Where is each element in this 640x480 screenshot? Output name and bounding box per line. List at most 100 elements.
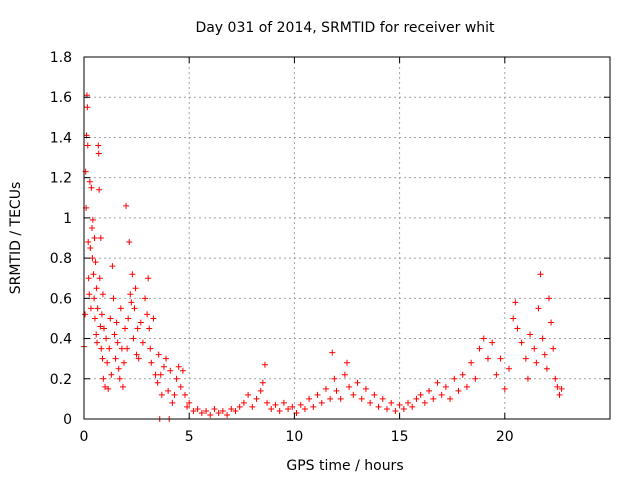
data-point <box>145 275 152 282</box>
data-point <box>207 411 214 418</box>
data-point <box>535 305 542 312</box>
data-point <box>506 365 513 372</box>
data-point <box>289 403 296 410</box>
data-point <box>472 375 479 382</box>
data-point <box>484 355 491 362</box>
data-point <box>84 104 91 111</box>
data-point <box>88 224 95 231</box>
data-point <box>203 407 210 414</box>
data-point <box>322 385 329 392</box>
data-point <box>184 403 191 410</box>
data-point <box>95 150 102 157</box>
data-point <box>165 387 172 394</box>
data-point <box>211 405 218 412</box>
data-point <box>115 365 122 372</box>
x-tick-label: 10 <box>285 429 303 445</box>
data-point <box>135 355 142 362</box>
data-point <box>88 184 95 191</box>
data-point <box>150 315 157 322</box>
data-point <box>375 403 382 410</box>
data-point <box>344 359 350 366</box>
data-point <box>98 311 105 318</box>
data-point <box>468 359 475 366</box>
data-point <box>362 385 369 392</box>
data-point <box>430 395 437 402</box>
data-point <box>194 405 201 412</box>
x-tick-label: 0 <box>80 429 89 445</box>
data-point <box>459 371 466 378</box>
data-point <box>86 178 93 185</box>
data-point <box>518 339 525 346</box>
y-tick-label: 0.6 <box>50 291 72 307</box>
data-point <box>264 399 271 406</box>
data-point <box>383 405 390 412</box>
data-point <box>144 311 151 318</box>
data-point <box>327 395 334 402</box>
data-point <box>409 403 416 410</box>
y-tick-label: 0.2 <box>50 372 72 388</box>
data-point <box>533 359 540 366</box>
data-point <box>268 405 275 412</box>
data-point <box>85 275 92 282</box>
axis-ticks: 0 0.2 0.4 0.6 0.8 1 1.2 1.4 1.6 1.8 0 5 10 15 20 <box>50 50 610 445</box>
data-point <box>228 405 235 412</box>
data-point <box>160 363 167 370</box>
data-point <box>512 299 519 306</box>
data-point <box>331 375 338 382</box>
data-point <box>371 391 378 398</box>
plot-frame <box>83 56 611 420</box>
data-point <box>276 407 283 414</box>
data-point <box>524 375 531 382</box>
data-point <box>124 345 131 352</box>
data-point <box>97 323 104 330</box>
data-point <box>118 345 125 352</box>
data-point <box>116 375 123 382</box>
y-tick-label: 0.8 <box>50 251 72 267</box>
data-point <box>447 395 454 402</box>
data-point <box>163 355 170 362</box>
data-point <box>548 319 555 326</box>
data-point <box>117 305 124 312</box>
grid <box>84 57 610 419</box>
data-point <box>110 295 117 302</box>
data-point <box>169 399 176 406</box>
data-point <box>219 407 226 414</box>
data-point <box>358 395 365 402</box>
data-point <box>510 315 517 322</box>
x-tick-label: 20 <box>496 429 514 445</box>
data-point <box>134 325 141 332</box>
data-point <box>181 391 188 398</box>
data-point <box>131 305 138 312</box>
data-point <box>109 263 116 270</box>
x-tick-label: 15 <box>391 429 409 445</box>
data-point <box>92 259 99 266</box>
data-point <box>123 202 130 209</box>
data-point <box>379 395 386 402</box>
data-point <box>132 285 139 292</box>
y-tick-label: 1.8 <box>50 50 72 66</box>
data-point <box>112 355 119 362</box>
data-point <box>310 403 317 410</box>
data-point <box>455 387 462 394</box>
data-point <box>157 371 164 378</box>
data-point <box>480 335 487 342</box>
data-point <box>198 409 205 416</box>
data-point <box>405 399 412 406</box>
data-point <box>105 385 112 392</box>
data-point <box>94 305 101 312</box>
data-point <box>426 387 433 394</box>
data-point <box>259 379 266 386</box>
data-point <box>100 375 107 382</box>
data-point <box>95 142 102 149</box>
data-point <box>396 401 403 408</box>
data-point <box>293 409 300 416</box>
data-point <box>232 407 239 414</box>
data-point <box>224 411 231 418</box>
data-point <box>98 345 105 352</box>
data-point <box>114 339 121 346</box>
chart-title: Day 031 of 2014, SRMTID for receiver whi… <box>195 20 495 36</box>
data-point <box>301 405 308 412</box>
data-point <box>152 371 159 378</box>
data-point <box>97 235 104 241</box>
